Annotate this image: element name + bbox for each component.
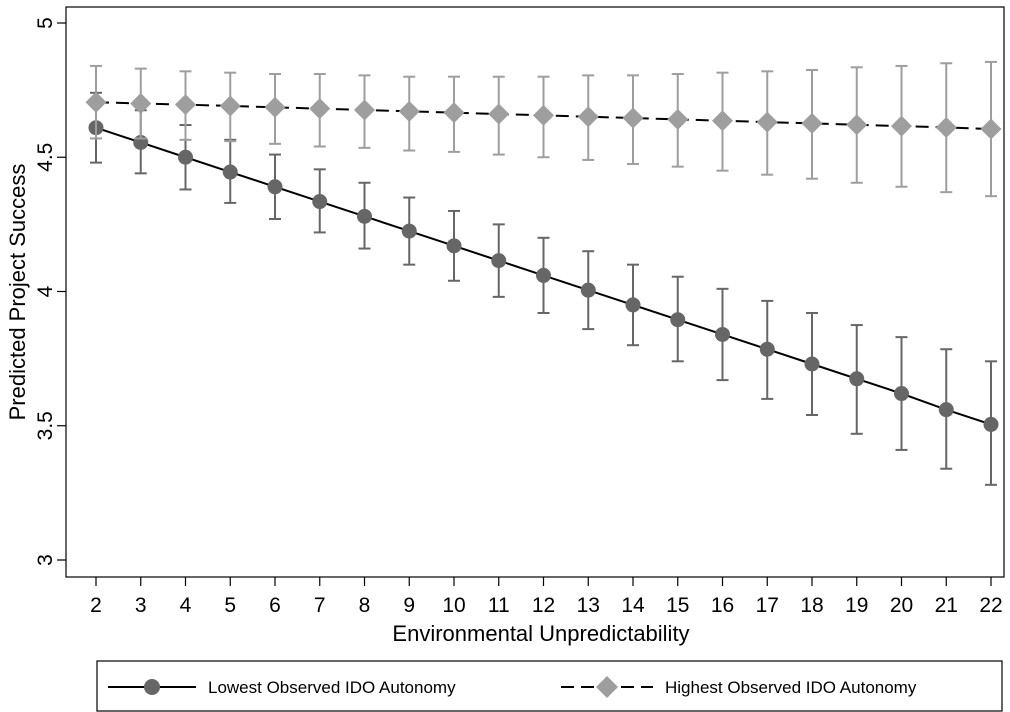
data-point	[222, 164, 238, 180]
legend-label-low: Lowest Observed IDO Autonomy	[208, 678, 456, 697]
x-tick-label: 17	[756, 594, 779, 617]
data-point	[264, 96, 286, 118]
legend: Lowest Observed IDO Autonomy Highest Obs…	[96, 660, 1003, 712]
data-point	[312, 194, 328, 210]
data-point	[443, 102, 465, 124]
data-point	[622, 107, 644, 129]
data-point	[401, 223, 417, 239]
data-point	[801, 112, 823, 134]
x-tick-label: 8	[359, 594, 371, 617]
data-point	[357, 208, 372, 224]
data-point	[891, 115, 912, 137]
x-tick-label: 18	[800, 594, 823, 617]
data-point	[715, 326, 730, 342]
y-axis: 3 3.5 4 4.5 5	[34, 17, 66, 566]
x-tick-label: 19	[845, 594, 868, 617]
legend-marker-high	[596, 676, 618, 698]
data-point	[846, 114, 868, 136]
y-tick-label: 3	[34, 554, 57, 566]
y-axis-title: Predicted Project Success	[5, 164, 30, 421]
legend-marker-low	[144, 679, 160, 695]
data-point	[85, 91, 107, 113]
data-point	[712, 110, 733, 132]
x-tick-label: 12	[532, 594, 555, 617]
data-point	[980, 118, 1002, 140]
data-point	[178, 149, 193, 165]
data-point	[983, 416, 999, 432]
x-tick-label: 20	[890, 594, 913, 617]
x-tick-label: 4	[180, 594, 192, 617]
y-tick-label: 4	[34, 285, 57, 297]
x-tick-label: 10	[442, 594, 465, 617]
data-point	[938, 402, 954, 418]
x-tick-label: 2	[90, 594, 102, 617]
data-point	[446, 238, 462, 254]
data-point	[175, 94, 196, 116]
data-point	[625, 297, 641, 313]
data-point	[670, 312, 686, 328]
data-point	[804, 356, 820, 372]
series-layer	[85, 60, 1002, 486]
data-point	[533, 104, 554, 126]
data-point	[759, 341, 775, 357]
series-highest	[85, 60, 1002, 198]
y-tick-label: 4.5	[34, 143, 57, 172]
data-point	[267, 179, 283, 195]
x-axis-title: Environmental Unpredictability	[392, 621, 689, 646]
legend-label-high: Highest Observed IDO Autonomy	[665, 678, 917, 697]
data-point	[130, 93, 152, 115]
series-lowest	[88, 91, 999, 486]
x-tick-label: 7	[314, 594, 326, 617]
x-tick-label: 3	[135, 594, 147, 617]
data-point	[894, 386, 909, 402]
data-point	[219, 95, 241, 117]
plot-frame	[65, 6, 1005, 578]
data-point	[849, 371, 865, 387]
x-tick-label: 15	[666, 594, 689, 617]
data-point	[577, 106, 599, 128]
y-tick-label: 3.5	[34, 411, 57, 440]
data-point	[309, 98, 331, 120]
data-point	[756, 111, 778, 133]
legend-box	[96, 660, 1003, 712]
x-tick-label: 6	[269, 594, 281, 617]
data-point	[580, 282, 596, 298]
x-tick-label: 14	[621, 594, 645, 617]
x-axis: 2 3 4 5 6 7 8 9 10 11 12 13 14 15 16 17 18 19 20 21 22	[90, 577, 1003, 617]
data-point	[488, 103, 510, 125]
x-tick-label: 16	[711, 594, 734, 617]
data-point	[354, 99, 375, 121]
x-tick-label: 21	[935, 594, 958, 617]
data-point	[536, 267, 551, 283]
x-tick-label: 5	[224, 594, 236, 617]
data-point	[935, 116, 957, 138]
data-point	[398, 100, 420, 122]
data-point	[491, 253, 507, 269]
x-tick-label: 22	[979, 594, 1002, 617]
x-tick-label: 11	[488, 594, 510, 617]
x-tick-label: 9	[403, 594, 415, 617]
x-tick-label: 13	[577, 594, 600, 617]
y-tick-label: 5	[34, 17, 57, 29]
data-point	[667, 108, 689, 130]
